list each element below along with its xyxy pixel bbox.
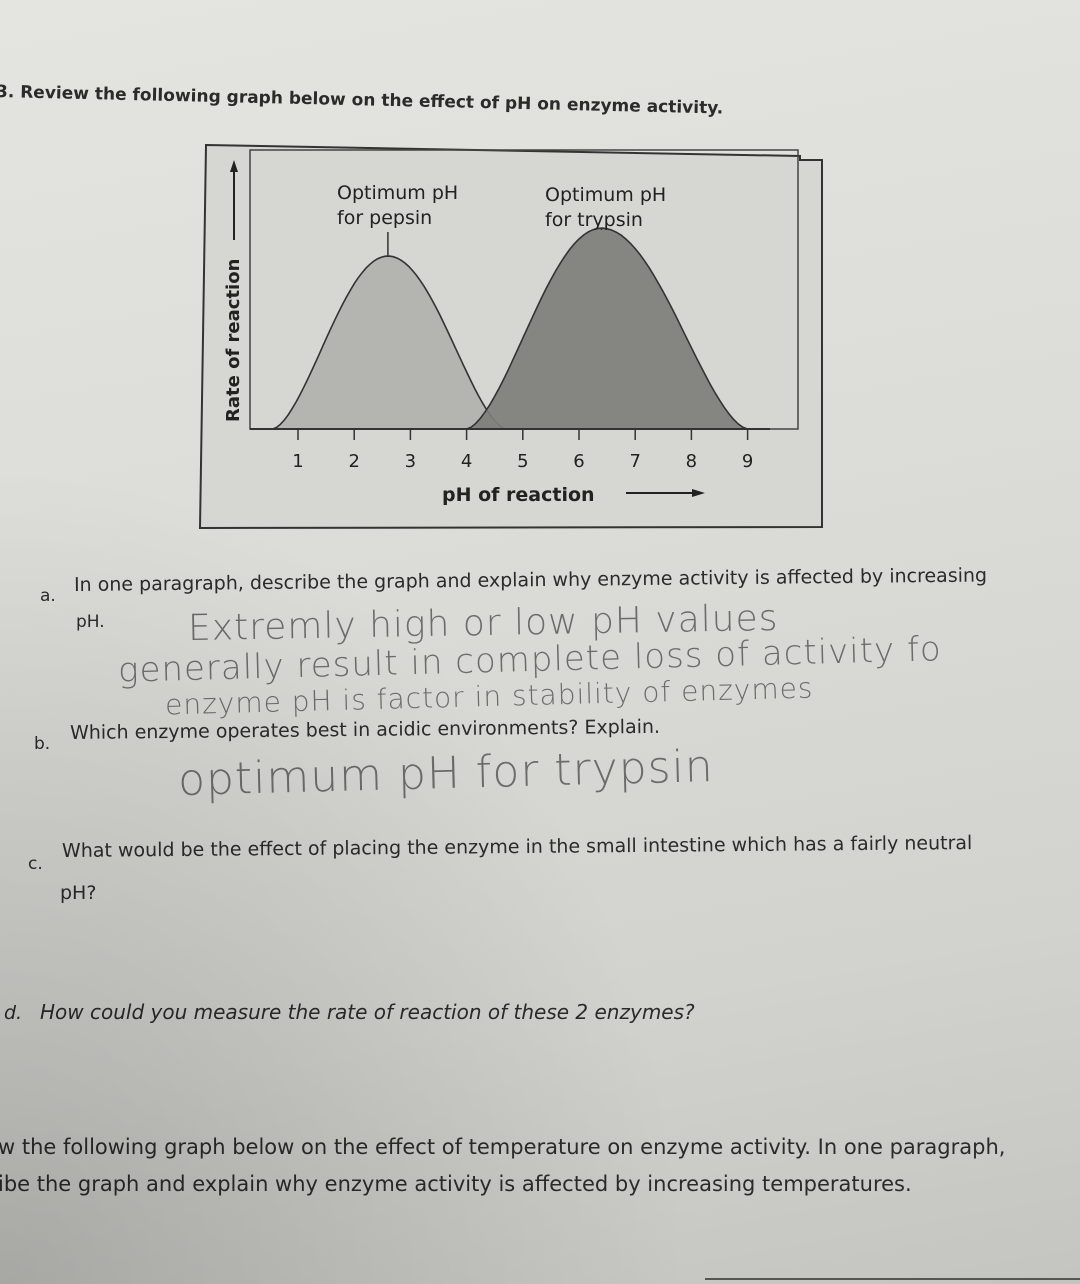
- x-tick-label: 1: [292, 451, 303, 472]
- x-axis-label: pH of reaction: [442, 484, 595, 506]
- ph-enzyme-graph: 1 2 3 4 5 6 7 8 9 Optimum pH for pepsin Optimum …: [198, 143, 823, 530]
- x-tick-label: 3: [405, 451, 416, 472]
- annotation-pepsin-line2: for pepsin: [337, 207, 432, 229]
- part-c-question-cont: pH?: [60, 882, 97, 904]
- y-axis-label: Rate of reaction: [223, 259, 244, 422]
- x-tick-label: 4: [461, 451, 472, 472]
- part-d-label: d.: [4, 1002, 23, 1024]
- part-a-question-cont: pH.: [76, 612, 105, 632]
- annotation-pepsin-line1: Optimum pH: [337, 182, 458, 204]
- answer-line: [705, 1278, 1080, 1280]
- part-b-label: b.: [34, 734, 51, 754]
- x-tick-label: 7: [629, 451, 640, 472]
- part-a-label: a.: [40, 586, 56, 606]
- x-tick-label: 8: [686, 451, 697, 472]
- x-tick-label: 5: [517, 451, 528, 472]
- annotation-trypsin-line1: Optimum pH: [545, 184, 666, 206]
- part-b-question: Which enzyme operates best in acidic env…: [69, 715, 661, 744]
- x-arrowhead-icon: [692, 489, 705, 497]
- question-4-prompt-line-2: ibe the graph and explain why enzyme act…: [0, 1172, 912, 1196]
- trypsin-curve: [466, 227, 748, 430]
- pepsin-curve: [272, 255, 507, 430]
- graph-frame: [198, 143, 823, 530]
- x-tick-label: 2: [348, 451, 359, 472]
- part-c-question: What would be the effect of placing the …: [61, 832, 973, 862]
- part-c-label: c.: [28, 854, 43, 874]
- part-a-question: In one paragraph, describe the graph and…: [73, 564, 988, 596]
- part-d-question: How could you measure the rate of reacti…: [40, 1000, 695, 1024]
- x-tick-label: 9: [742, 451, 753, 472]
- annotation-trypsin-line2: for trypsin: [545, 209, 643, 231]
- y-arrowhead-icon: [230, 160, 238, 172]
- part-b-answer[interactable]: optimum pH for trypsin: [177, 740, 715, 807]
- x-tick-label: 6: [573, 451, 584, 472]
- question-4-prompt-line-1: w the following graph below on the effec…: [0, 1135, 1006, 1159]
